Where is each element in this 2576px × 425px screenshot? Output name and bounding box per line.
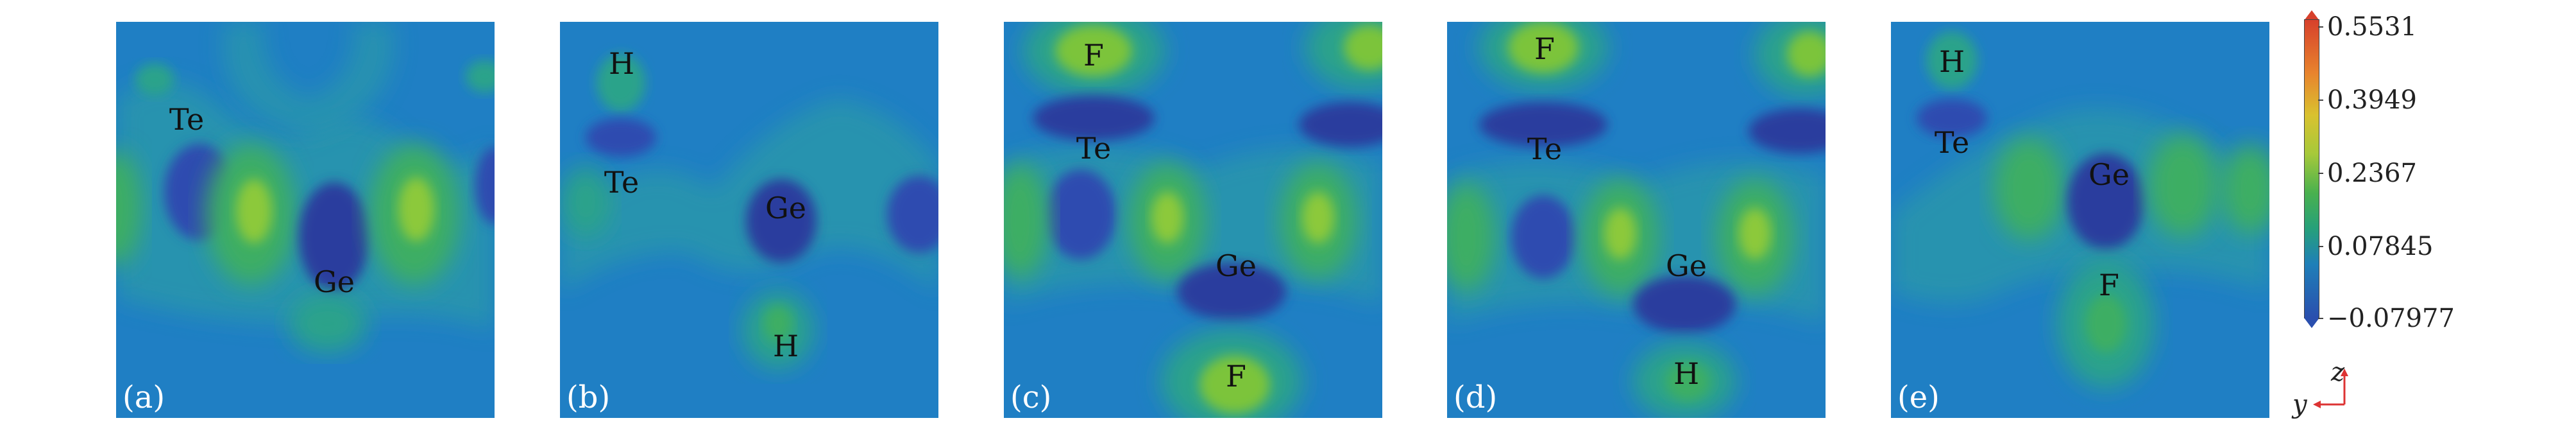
axes-indicator: [2313, 369, 2348, 408]
atom-label-h: H: [1938, 44, 1965, 79]
atom-label-f-top: F: [1083, 38, 1104, 73]
contour-map-c: [1004, 22, 1382, 418]
contour-map-d: [1447, 22, 1826, 418]
panel-tag: (e): [1897, 379, 1940, 415]
colorbar-tick-label: 0.3949: [2327, 85, 2417, 115]
panel-b: H Te Ge H (b): [560, 22, 938, 418]
contour-map-e: [1891, 22, 2269, 418]
colorbar-top-arrow: [2304, 10, 2319, 21]
panel-a: Te Ge (a): [116, 22, 495, 418]
atom-label-te: Te: [1527, 132, 1563, 166]
panel-d: F Te Ge H (d): [1447, 22, 1826, 418]
atom-label-ge: Ge: [1666, 248, 1707, 283]
panel-tag: (a): [123, 379, 165, 415]
colorbar-tick-label: −0.07977: [2327, 304, 2455, 333]
colorbar-tickmark: [2318, 26, 2323, 28]
colorbar-bottom-arrow: [2304, 318, 2319, 328]
panel-tag: (c): [1010, 379, 1052, 415]
colorbar-tick-label: 0.07845: [2327, 232, 2434, 261]
colorbar-tickmark: [2318, 173, 2323, 174]
atom-label-ge: Ge: [2089, 157, 2130, 192]
z-axis-label: z: [2331, 358, 2345, 387]
panel-tag: (d): [1453, 379, 1498, 415]
atom-label-h: H: [1673, 356, 1700, 391]
colorbar-tickmark: [2318, 246, 2323, 247]
colorbar: [2304, 19, 2319, 318]
atom-label-f: F: [2099, 268, 2119, 302]
atom-label-te: Te: [169, 102, 205, 137]
atom-label-te: Te: [1076, 131, 1112, 166]
colorbar-tickmark: [2318, 318, 2323, 319]
colorbar-tickmark: [2318, 100, 2323, 101]
atom-label-ge: Ge: [1216, 248, 1257, 283]
colorbar-tick-label: 0.2367: [2327, 159, 2417, 188]
panel-e: H Te Ge F (e): [1891, 22, 2269, 418]
panel-tag: (b): [566, 379, 611, 415]
atom-label-h-bottom: H: [772, 329, 799, 363]
y-axis-label: y: [2292, 390, 2307, 419]
atom-label-te: Te: [604, 165, 640, 200]
atom-label-f: F: [1534, 31, 1555, 66]
colorbar-tick-label: 0.5531: [2327, 12, 2417, 42]
panel-c: F Te Ge F (c): [1004, 22, 1382, 418]
atom-label-f-bottom: F: [1226, 359, 1246, 394]
atom-label-ge: Ge: [765, 191, 806, 225]
atom-label-ge: Ge: [314, 265, 355, 299]
contour-map-a: [116, 22, 495, 418]
contour-map-b: [560, 22, 938, 418]
atom-label-h-top: H: [608, 46, 635, 81]
atom-label-te: Te: [1934, 125, 1970, 160]
